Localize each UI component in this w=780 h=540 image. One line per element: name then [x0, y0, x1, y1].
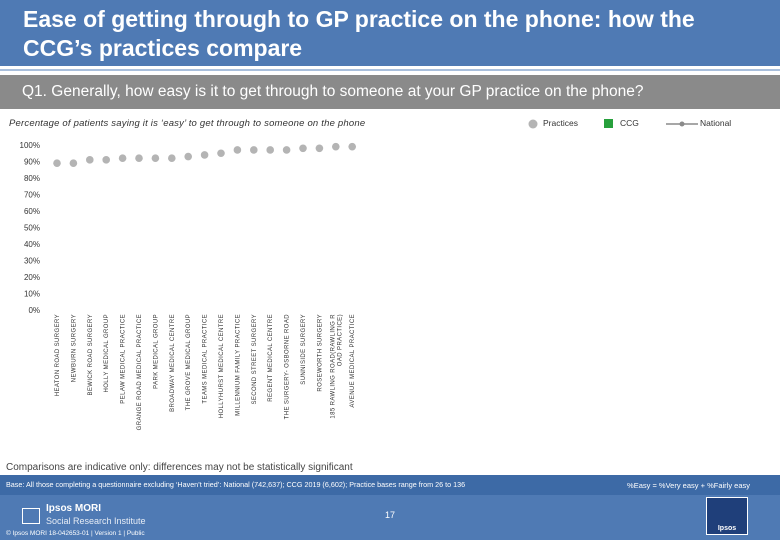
page-number: 17 [384, 510, 395, 520]
legend-practices-label: Practices [543, 118, 578, 128]
practice-point [332, 142, 340, 151]
comparison-note: Comparisons are indicative only: differe… [6, 462, 353, 473]
easy-definition: %Easy = %Very easy + %Fairly easy [627, 481, 750, 490]
category-label: ROSEWORTH SURGERY [317, 314, 323, 392]
practice-marker-icon [528, 119, 538, 129]
practice-point [135, 154, 143, 162]
legend-ccg: CCG [604, 118, 664, 130]
category-label: REGENT MEDICAL CENTRE [268, 314, 274, 402]
category-label: NEWBURN SURGERY [71, 314, 77, 382]
practice-point [151, 154, 160, 162]
category-label: SUNNISIDE SURGERY [301, 314, 307, 385]
legend-ccg-label: CCG [620, 118, 639, 128]
practice-point [348, 142, 357, 151]
y-tick-label: 40% [24, 240, 40, 249]
y-tick-label: 30% [24, 257, 40, 266]
y-tick-label: 90% [24, 158, 40, 167]
practice-point [282, 146, 291, 154]
practice-point [86, 156, 94, 164]
practice-chart: 0% 10% 20% 30% 40% 50% 60% 70% 80% 90% 100% HEATON … [20, 141, 357, 430]
brand-subline: Social Research Institute [46, 516, 146, 526]
category-label: 185 RAWLING ROAD(RAWLING ROAD PRACTICE) [330, 314, 343, 419]
y-tick-label: 0% [28, 306, 40, 315]
practice-point [118, 154, 127, 162]
y-tick-label: 100% [20, 141, 40, 150]
category-label: TEAMS MEDICAL PRACTICE [203, 314, 209, 404]
question-text: Q1. Generally, how easy is it to get thr… [22, 83, 644, 100]
ipsos-logo: Ipsos [706, 497, 748, 535]
category-label: HOLLY MEDICAL GROUP [104, 314, 110, 393]
header-divider [0, 69, 780, 71]
practice-point [168, 154, 176, 162]
legend-national-label: National [700, 118, 732, 128]
practice-point [299, 144, 307, 153]
y-tick-label: 60% [24, 207, 40, 216]
practice-point [102, 156, 110, 164]
logo-text: Ipsos [717, 525, 737, 532]
practice-point [233, 146, 242, 154]
practice-point [184, 152, 192, 161]
base-note: Base: All those completing a questionnai… [6, 480, 466, 489]
legend-practices: Practices [528, 118, 588, 130]
category-label: BROADWAY MEDICAL CENTRE [170, 314, 176, 412]
practice-point [266, 146, 275, 154]
header-banner: Ease of getting through to GP practice o… [0, 0, 780, 66]
practice-point [200, 151, 209, 159]
category-label: SECOND STREET SURGERY [252, 314, 258, 405]
footer-base-band [0, 475, 780, 495]
practice-point [217, 149, 225, 158]
national-line-icon [666, 121, 698, 127]
ipsos-mark-icon [22, 508, 40, 524]
legend-national: National [666, 118, 766, 130]
copyright-text: © Ipsos MORI 18-042653-01 | Version 1 | … [6, 530, 145, 537]
category-label: THE GROVE MEDICAL GROUP [186, 314, 192, 410]
practice-point [315, 144, 324, 153]
practice-point [53, 159, 61, 167]
category-label: THE SURGERY- OSBORNE ROAD [285, 314, 291, 420]
page-title: Ease of getting through to GP practice o… [23, 6, 695, 61]
y-tick-label: 10% [24, 290, 40, 299]
ccg-marker-icon [604, 119, 613, 128]
category-label: GRANGE ROAD MEDICAL PRACTICE [137, 314, 143, 430]
practice-point [69, 159, 78, 167]
practice-point [250, 146, 258, 154]
y-tick-label: 70% [24, 191, 40, 200]
y-tick-label: 20% [24, 273, 40, 282]
question-banner: Q1. Generally, how easy is it to get thr… [0, 75, 780, 109]
category-label: AVENUE MEDICAL PRACTICE [350, 314, 356, 408]
y-tick-label: 80% [24, 174, 40, 183]
category-label: MILLENNIUM FAMILY PRACTICE [235, 314, 241, 416]
category-label: PELAW MEDICAL PRACTICE [121, 314, 127, 404]
category-label: HEATON ROAD SURGERY [55, 314, 61, 396]
category-label: PARK MEDICAL GROUP [153, 314, 159, 389]
category-label: HOLLYHURST MEDICAL CENTRE [219, 314, 225, 418]
y-tick-label: 50% [24, 224, 40, 233]
chart-subtitle: Percentage of patients saying it is ‘eas… [9, 118, 366, 129]
category-label: BEWICK ROAD SURGERY [88, 314, 94, 396]
brand-name: Ipsos MORI [46, 503, 102, 514]
